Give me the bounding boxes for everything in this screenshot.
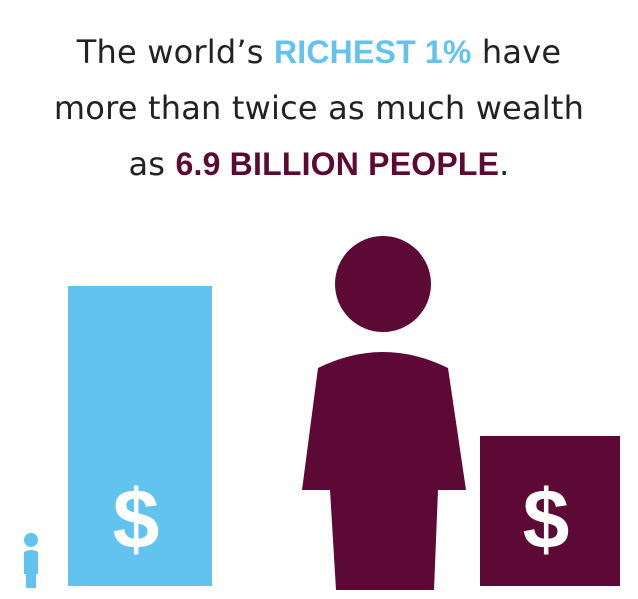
headline: The world’s RICHEST 1% have more than tw… <box>0 24 638 192</box>
headline-text: . <box>499 145 510 183</box>
headline-line-2: more than twice as much wealth <box>53 89 585 127</box>
richest-wealth-bar <box>68 286 212 586</box>
large-person-icon <box>302 236 466 590</box>
headline-line-1: The world’s RICHEST 1% have <box>0 24 638 80</box>
small-person-body <box>24 550 38 588</box>
large-person-body <box>302 352 466 590</box>
wealth-bars: $ $ <box>68 286 620 586</box>
dollar-sign-icon: $ <box>523 472 570 566</box>
headline-text: as <box>128 145 176 183</box>
headline-line-3: as 6.9 BILLION PEOPLE. <box>0 136 638 192</box>
headline-text: have <box>471 33 562 71</box>
dollar-sign-icon: $ <box>113 472 160 566</box>
population-wealth-bar <box>480 436 620 586</box>
headline-text: The world’s <box>76 33 274 71</box>
small-person-icon <box>24 533 38 588</box>
population-highlight: 6.9 BILLION PEOPLE <box>175 146 500 182</box>
large-person-head <box>335 236 431 332</box>
small-person-head <box>24 533 38 547</box>
richest-highlight: RICHEST 1% <box>273 34 472 70</box>
